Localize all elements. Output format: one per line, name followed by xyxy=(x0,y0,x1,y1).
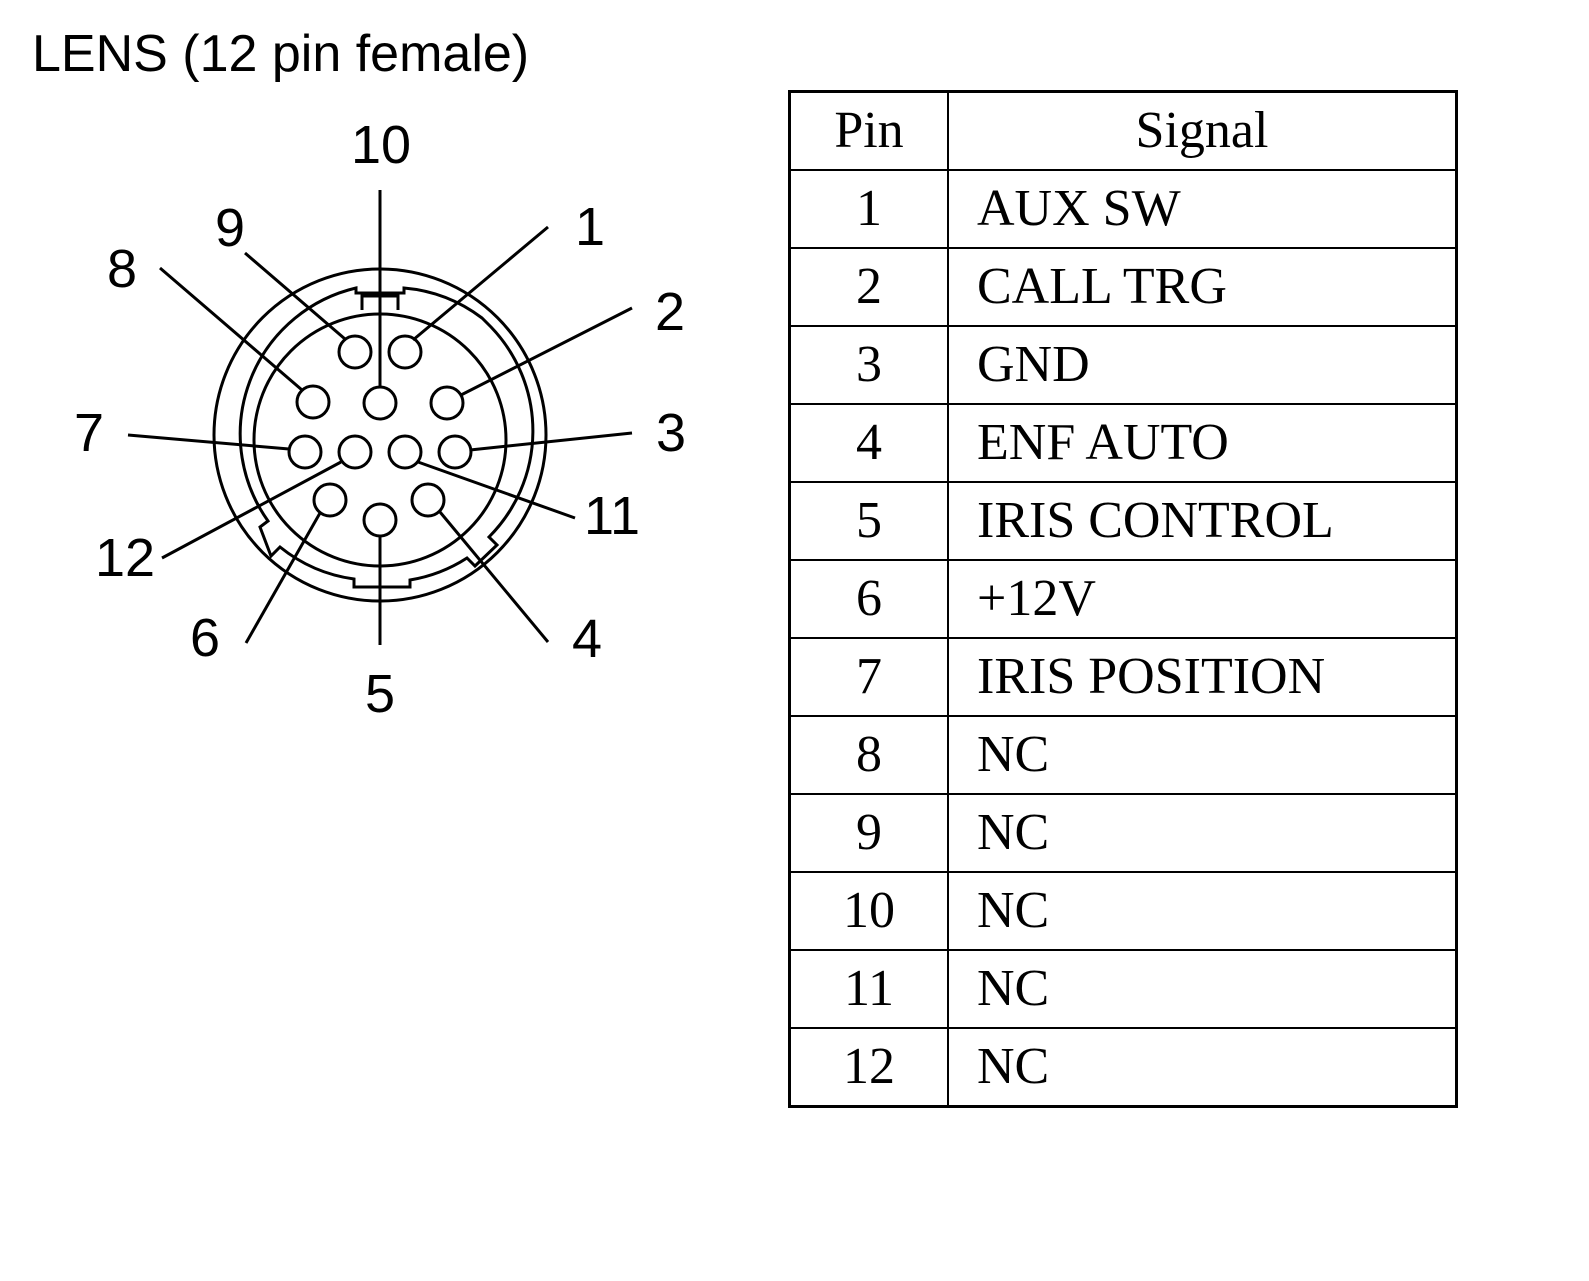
leader-line xyxy=(160,268,302,390)
signal-cell: NC xyxy=(948,872,1457,950)
signal-cell: NC xyxy=(948,950,1457,1028)
header-signal: Signal xyxy=(948,92,1457,171)
pin-hole xyxy=(431,387,463,419)
table-header-row: Pin Signal xyxy=(790,92,1457,171)
pin-label-10: 10 xyxy=(351,115,411,175)
pin-hole xyxy=(289,436,321,468)
leader-line xyxy=(162,462,341,558)
pin-label-1: 1 xyxy=(575,197,605,257)
pin-hole xyxy=(364,504,396,536)
table-row: 11 NC xyxy=(790,950,1457,1028)
pin-label-11: 11 xyxy=(584,486,640,546)
pin-signal-table: Pin Signal 1 AUX SW 2 CALL TRG 3 GND 4 E… xyxy=(788,90,1458,1108)
leader-line xyxy=(128,435,289,449)
table-row: 10 NC xyxy=(790,872,1457,950)
pin-hole xyxy=(389,336,421,368)
pin-label-3: 3 xyxy=(656,403,686,463)
signal-cell: NC xyxy=(948,716,1457,794)
pin-label-12: 12 xyxy=(95,528,155,588)
pin-cell: 5 xyxy=(790,482,949,560)
signal-cell: ENF AUTO xyxy=(948,404,1457,482)
table-row: 6 +12V xyxy=(790,560,1457,638)
pin-cell: 3 xyxy=(790,326,949,404)
pin-cell: 12 xyxy=(790,1028,949,1107)
connector-diagram: 1 2 3 4 5 6 7 8 9 10 11 12 xyxy=(0,0,760,760)
pin-label-7: 7 xyxy=(74,403,104,463)
pin-cell: 1 xyxy=(790,170,949,248)
pin-hole xyxy=(314,484,346,516)
pin-cell: 2 xyxy=(790,248,949,326)
pin-hole xyxy=(412,484,444,516)
pin-label-9: 9 xyxy=(215,198,245,258)
pin-hole xyxy=(389,436,421,468)
table-row: 7 IRIS POSITION xyxy=(790,638,1457,716)
leader-line xyxy=(246,513,320,643)
signal-cell: IRIS CONTROL xyxy=(948,482,1457,560)
connector-inner-contour xyxy=(240,288,533,587)
pin-cell: 6 xyxy=(790,560,949,638)
signal-cell: NC xyxy=(948,1028,1457,1107)
signal-cell: IRIS POSITION xyxy=(948,638,1457,716)
table-row: 1 AUX SW xyxy=(790,170,1457,248)
pin-label-8: 8 xyxy=(107,239,137,299)
signal-cell: NC xyxy=(948,794,1457,872)
signal-cell: AUX SW xyxy=(948,170,1457,248)
pin-cell: 4 xyxy=(790,404,949,482)
table-row: 5 IRIS CONTROL xyxy=(790,482,1457,560)
pin-cell: 8 xyxy=(790,716,949,794)
pin-label-6: 6 xyxy=(190,608,220,668)
pin-hole xyxy=(297,386,329,418)
table-row: 3 GND xyxy=(790,326,1457,404)
pin-hole xyxy=(439,436,471,468)
leader-line xyxy=(470,433,632,450)
pin-hole xyxy=(364,387,396,419)
pin-label-5: 5 xyxy=(365,664,395,724)
pin-cell: 11 xyxy=(790,950,949,1028)
pin-cell: 9 xyxy=(790,794,949,872)
table-row: 12 NC xyxy=(790,1028,1457,1107)
leader-line xyxy=(413,227,548,340)
pin-label-2: 2 xyxy=(655,282,685,342)
header-pin: Pin xyxy=(790,92,949,171)
pin-cell: 7 xyxy=(790,638,949,716)
table-row: 2 CALL TRG xyxy=(790,248,1457,326)
pin-label-4: 4 xyxy=(572,609,602,669)
signal-cell: CALL TRG xyxy=(948,248,1457,326)
pin-hole xyxy=(339,436,371,468)
signal-cell: +12V xyxy=(948,560,1457,638)
pin-cell: 10 xyxy=(790,872,949,950)
pin-hole xyxy=(339,336,371,368)
table-row: 4 ENF AUTO xyxy=(790,404,1457,482)
table-row: 8 NC xyxy=(790,716,1457,794)
table-row: 9 NC xyxy=(790,794,1457,872)
signal-cell: GND xyxy=(948,326,1457,404)
